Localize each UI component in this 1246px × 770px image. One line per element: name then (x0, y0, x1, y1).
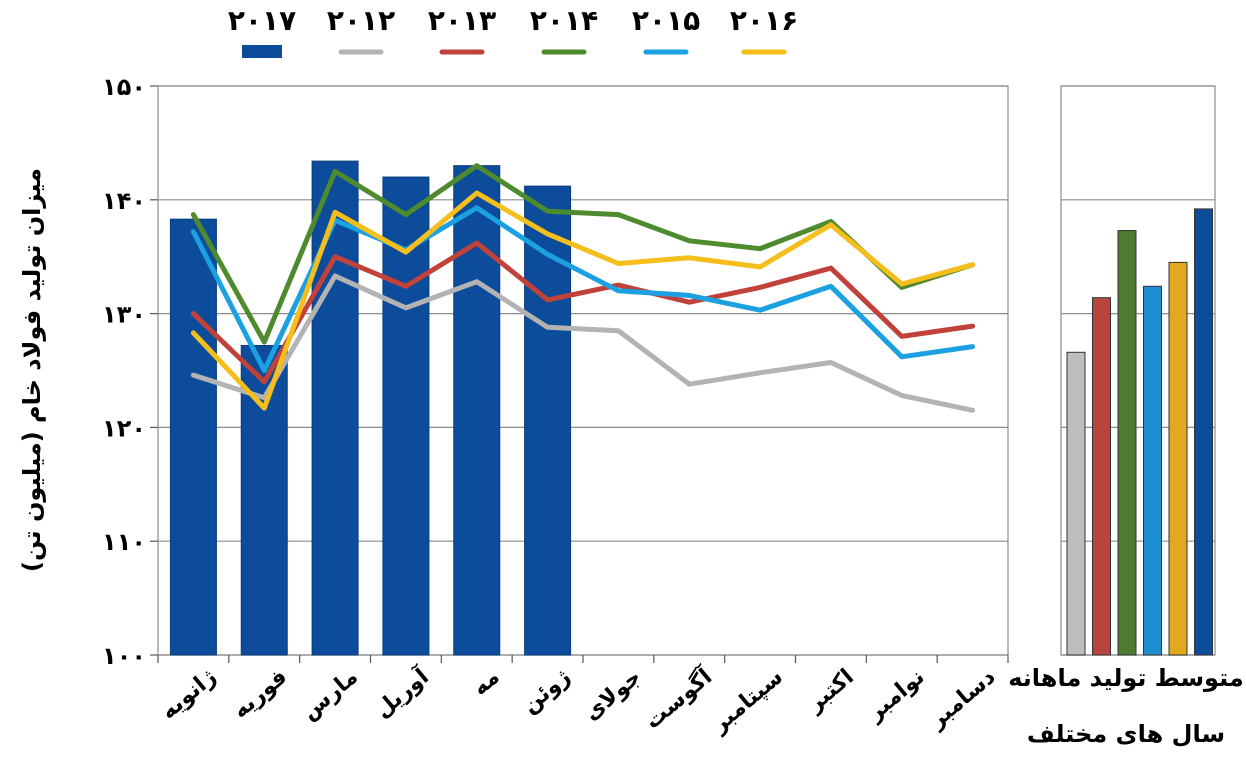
series-line (190, 273, 976, 413)
x-category-label: جولای (579, 664, 646, 726)
y-axis-title: میزان تولید فولاد خام (میلیون تن) (18, 168, 46, 572)
side-bar (1066, 351, 1086, 656)
legend-swatch-bar (242, 45, 282, 58)
legend-label: ۲۰۱۵ (632, 4, 700, 37)
x-category-label: فوریه (228, 664, 292, 723)
series-line (190, 240, 976, 385)
x-category-label: اکتبر (802, 664, 859, 717)
y-tick-label: ۱۱۰ (102, 528, 146, 556)
y-tick-label: ۱۴۰ (102, 187, 146, 215)
y-tick-label: ۱۵۰ (102, 73, 146, 101)
x-category-label: آگوست (639, 662, 718, 735)
side-axis-title-line2: سال های مختلف (1027, 720, 1225, 748)
x-category-label: ژوئن (518, 664, 576, 718)
side-plot-frame (1060, 85, 1216, 656)
legend-label: ۲۰۱۲ (327, 4, 395, 37)
bar-2017 (311, 160, 359, 656)
series-line (190, 190, 976, 411)
bar-2017 (382, 176, 430, 656)
y-tick-label: ۱۳۰ (102, 301, 146, 329)
legend-label: ۲۰۱۷ (228, 4, 296, 37)
y-tick-label: ۱۲۰ (102, 414, 146, 442)
legend-label: ۲۰۱۴ (530, 4, 598, 37)
side-bar (1194, 208, 1213, 656)
x-category-label: آوریل (368, 662, 434, 723)
side-bar (1143, 285, 1162, 656)
y-tick-label: ۱۰۰ (102, 642, 146, 670)
side-bar (1092, 297, 1111, 656)
legend-label: ۲۰۱۶ (730, 4, 798, 37)
legend-label: ۲۰۱۳ (428, 4, 496, 37)
x-category-label: سپتامبر (707, 664, 788, 738)
bar-2017 (169, 218, 217, 656)
bar-2017 (453, 165, 501, 656)
x-category-label: دسامبر (924, 664, 1000, 734)
x-category-label: مه (468, 664, 505, 700)
side-axis-title-line1: متوسط تولید ماهانه (1008, 664, 1244, 692)
x-category-label: نوامبر (862, 664, 929, 726)
x-category-label: مارس (297, 664, 363, 725)
side-bar (1168, 261, 1188, 656)
side-bar (1117, 230, 1137, 656)
x-category-label: ژانویه (156, 664, 221, 724)
